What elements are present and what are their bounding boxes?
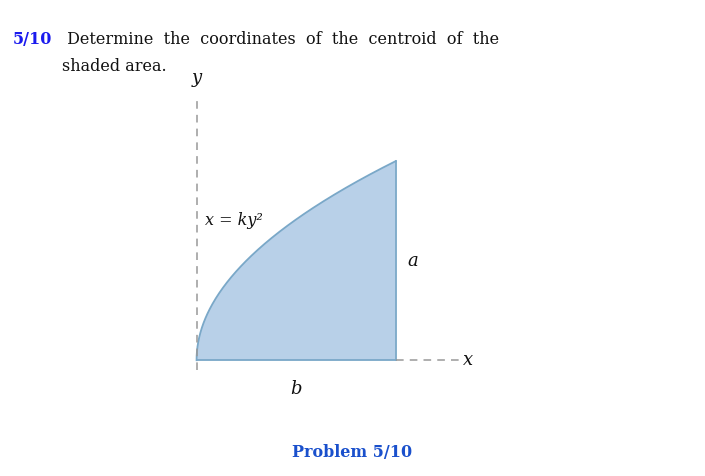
Text: shaded area.: shaded area. bbox=[62, 58, 166, 75]
Text: 5/10: 5/10 bbox=[13, 31, 52, 48]
Text: x: x bbox=[463, 351, 474, 369]
Text: y: y bbox=[192, 69, 202, 88]
Text: Determine  the  coordinates  of  the  centroid  of  the: Determine the coordinates of the centroi… bbox=[62, 31, 499, 48]
Polygon shape bbox=[197, 161, 396, 360]
Text: x = ky²: x = ky² bbox=[204, 212, 262, 229]
Text: Problem 5/10: Problem 5/10 bbox=[293, 444, 412, 461]
Text: b: b bbox=[290, 380, 302, 398]
Text: a: a bbox=[407, 252, 418, 270]
